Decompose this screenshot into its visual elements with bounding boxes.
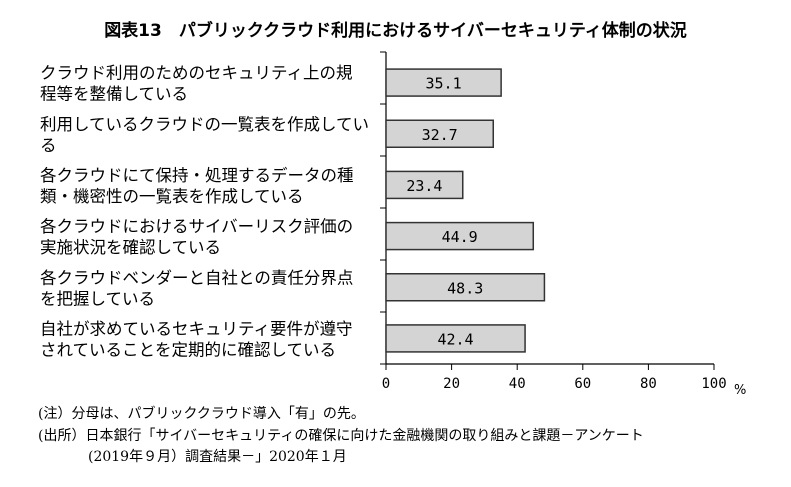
bar xyxy=(385,170,464,200)
category-label: 各クラウドベンダーと自社との責任分界点 xyxy=(40,268,353,287)
chart-title: 図表13 パブリッククラウド利用におけるサイバーセキュリティ体制の状況 xyxy=(104,21,687,41)
x-tick-label: 60 xyxy=(574,376,591,392)
data-label: 44.9 xyxy=(442,228,478,246)
x-tick-label: 100 xyxy=(701,376,726,392)
category-label: クラウド利用のためのセキュリティ上の規 xyxy=(40,64,353,83)
x-tick-label: 0 xyxy=(382,376,390,392)
data-label: 42.4 xyxy=(437,330,473,348)
bar xyxy=(385,68,502,97)
category-label: る xyxy=(40,136,57,155)
bar xyxy=(385,324,526,353)
category-label: 類・機密性の一覧表を作成している xyxy=(40,186,304,206)
category-label: 利用しているクラウドの一覧表を作成してい xyxy=(40,114,369,134)
category-label: 実施状況を確認している xyxy=(40,238,221,257)
x-unit-label: % xyxy=(734,383,746,398)
bar xyxy=(385,221,535,251)
data-label: 48.3 xyxy=(447,279,483,297)
bar xyxy=(385,273,546,302)
category-label: を把握している xyxy=(40,289,155,308)
category-label: 各クラウドにおけるサイバーリスク評価の xyxy=(40,217,353,236)
chart-note: (注）分母は、パブリッククラウド導入「有」の先。 xyxy=(38,406,365,422)
x-tick-label: 80 xyxy=(640,376,657,392)
x-tick-label: 40 xyxy=(509,376,526,392)
chart-source-continued: (2019年９月）調査結果－」2020年１月 xyxy=(88,449,347,465)
category-label: 程等を整備している xyxy=(40,85,188,104)
bar xyxy=(385,119,495,148)
category-label: 自社が求めているセキュリティ要件が遵守 xyxy=(40,319,353,338)
x-tick-label: 20 xyxy=(443,376,460,392)
data-label: 32.7 xyxy=(422,126,458,144)
category-label: されていることを定期的に確認している xyxy=(40,340,336,359)
data-label: 23.4 xyxy=(406,177,442,195)
category-label: 各クラウドにて保持・処理するデータの種 xyxy=(40,165,354,185)
data-label: 35.1 xyxy=(426,75,462,93)
chart-source: (出所）日本銀行「サイバーセキュリティの確保に向けた金融機関の取り組みと課題－ア… xyxy=(38,428,644,444)
